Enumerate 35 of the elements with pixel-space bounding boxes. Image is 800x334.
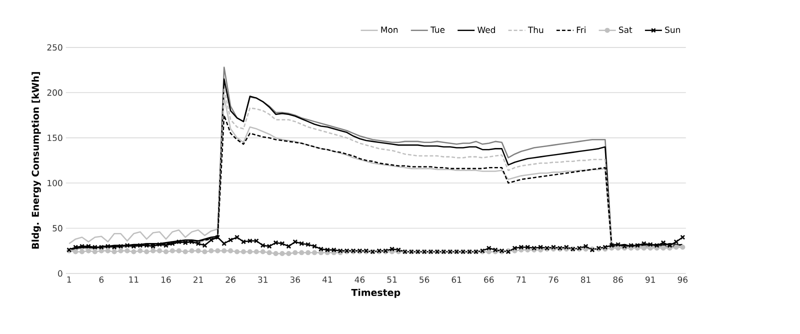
x-tick-label: 51	[387, 276, 397, 283]
legend-label: Sun	[665, 26, 680, 33]
x-tick-label: 71	[516, 276, 526, 283]
x-tick-label: 6	[99, 276, 104, 283]
x-tick-label: 76	[548, 276, 558, 283]
x-tick-label: 91	[646, 276, 655, 283]
legend-label: Wed	[478, 26, 495, 34]
x-tick-label: 96	[678, 276, 688, 283]
x-tick-label: 86	[613, 276, 623, 283]
y-tick-label: 100	[48, 180, 62, 186]
x-tick-label: 81	[580, 276, 590, 283]
x-tick-label: 56	[420, 276, 430, 283]
x-tick-label: 21	[194, 276, 203, 283]
x-tick-label: 31	[258, 276, 268, 283]
x-axis-title: Timestep	[351, 288, 400, 298]
legend-label: Thu	[528, 26, 544, 34]
y-tick-label: 250	[47, 44, 62, 51]
legend-label: Sat	[619, 26, 632, 33]
x-tick-label: 1	[67, 276, 72, 283]
y-tick-label: 150	[48, 134, 62, 142]
legend-label: Fri	[576, 26, 586, 33]
x-tick-label: 46	[354, 276, 365, 283]
x-tick-label: 16	[162, 276, 171, 283]
x-tick-label: 26	[226, 276, 236, 283]
y-tick-label: 0	[58, 270, 62, 277]
y-axis-title: Bldg. Energy Consumption [kWh]	[32, 72, 41, 249]
x-tick-label: 61	[452, 276, 462, 283]
x-tick-label: 66	[484, 276, 494, 283]
x-tick-label: 36	[290, 276, 300, 283]
y-tick-label: 50	[52, 225, 62, 232]
y-tick-label: 200	[47, 89, 62, 96]
x-tick-label: 41	[322, 276, 332, 283]
legend-label: Tue	[430, 26, 445, 33]
legend-label: Mon	[381, 26, 398, 33]
x-tick-label: 11	[129, 276, 138, 283]
